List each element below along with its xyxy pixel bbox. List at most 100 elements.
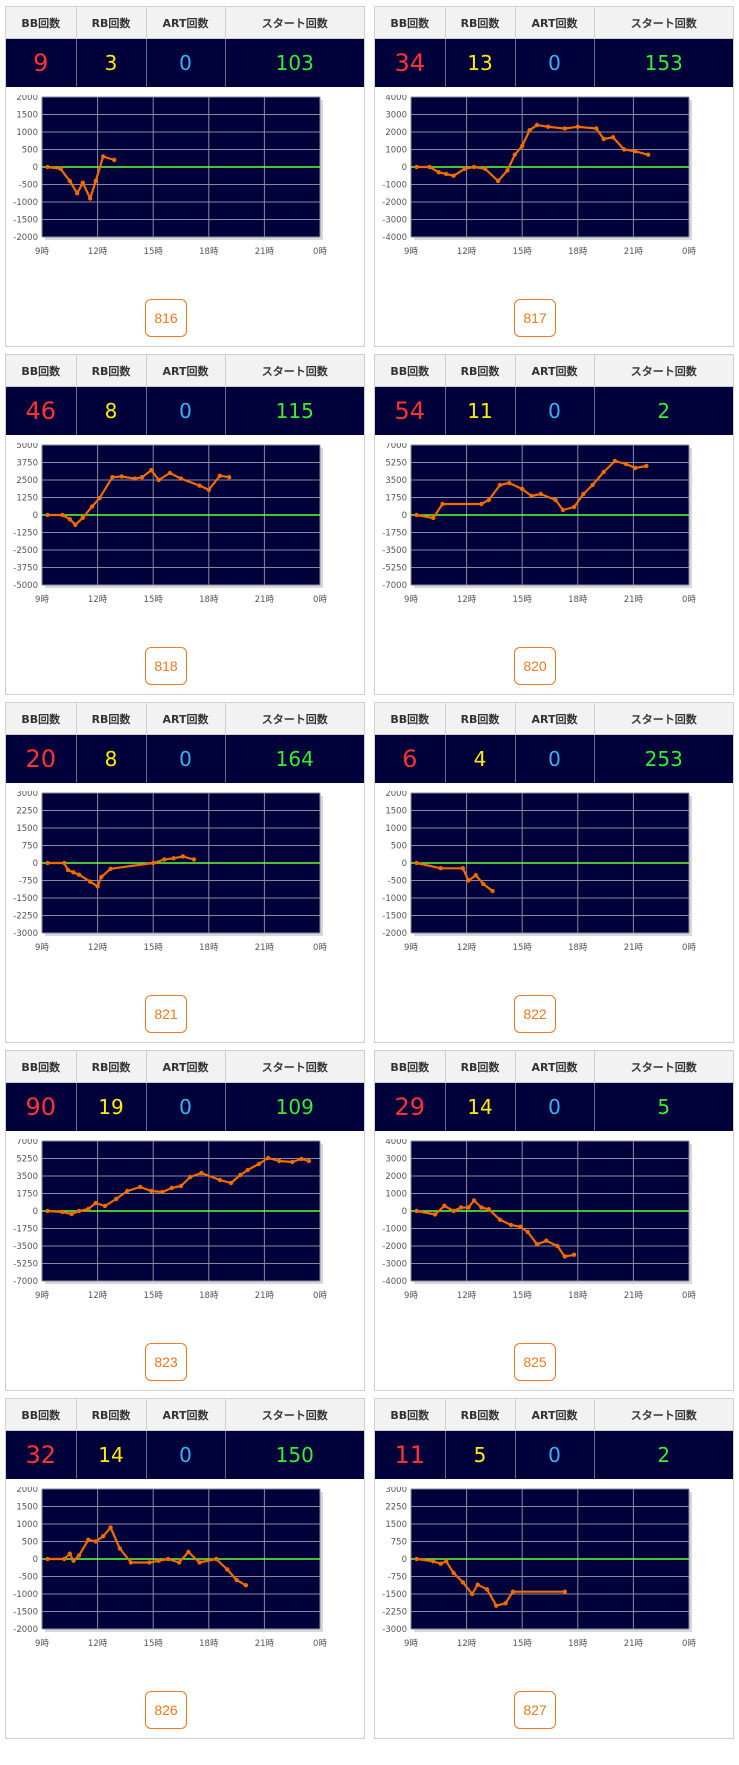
data-point [217,1177,223,1183]
x-tick-label: 21時 [624,1291,644,1301]
y-tick-label: -3500 [382,546,407,556]
data-point [160,1189,165,1195]
x-tick-label: 18時 [199,247,219,257]
rb-count: 4 [445,734,516,783]
data-point [562,126,568,131]
start-count: 153 [594,38,733,87]
header-art: ART回数 [515,1051,595,1083]
header-bb: BB回数 [375,1051,446,1083]
data-point [138,1184,143,1190]
stats-table: BB回数 RB回数 ART回数 スタート回数 46 8 0 115 [6,355,364,435]
y-tick-label: -2250 [382,1608,407,1618]
header-rb: RB回数 [445,7,516,39]
y-tick-label: 7000 [385,443,407,451]
data-point [560,507,566,513]
data-point [475,1582,480,1587]
data-point [113,1196,119,1202]
art-count: 0 [515,38,595,87]
y-tick-label: 0 [33,163,38,173]
x-tick-label: 18時 [568,247,588,257]
data-point [149,1188,154,1194]
x-tick-label: 18時 [568,943,588,953]
data-point [100,154,106,159]
y-tick-label: 1000 [385,146,407,156]
machine-number-button[interactable]: 817 [514,299,556,337]
y-tick-label: 0 [33,859,38,869]
header-start: スタート回数 [594,355,733,387]
data-point [156,477,161,483]
data-point [132,476,137,481]
y-tick-label: 1000 [16,128,38,138]
y-tick-label: -7000 [382,581,407,591]
x-tick-label: 12時 [88,1291,108,1301]
machine-number-button[interactable]: 818 [145,647,187,685]
machine-number-button[interactable]: 821 [145,995,187,1033]
data-point [451,1570,456,1576]
y-tick-label: -5250 [13,1260,38,1270]
data-point [108,866,113,872]
y-tick-label: 1500 [16,1503,38,1513]
machine-card-822: BB回数 RB回数 ART回数 スタート回数 6 4 0 253 2000 1500 1000 500… [374,702,734,1043]
header-start: スタート回数 [225,1051,364,1083]
rb-count: 8 [76,734,147,783]
data-point [444,1559,449,1564]
y-tick-label: -1750 [382,529,407,539]
machine-number-button[interactable]: 822 [514,995,556,1033]
x-tick-label: 21時 [624,247,644,257]
data-point [612,458,618,464]
y-tick-label: -2250 [13,912,38,922]
data-point [438,866,443,871]
slump-chart: 3000 2250 1500 750 0 -750 -1500 -2250 -3000 9時 12時… [382,1487,696,1649]
bb-count: 11 [375,1430,446,1479]
data-point [306,1158,312,1164]
data-point [414,1208,419,1214]
slump-chart: 7000 5250 3500 1750 0 -1750 -3500 -5250 -7000 9時 1… [382,443,696,605]
data-point [169,1185,174,1191]
x-tick-label: 15時 [513,943,533,953]
x-tick-label: 15時 [513,247,533,257]
data-point [100,1534,106,1539]
header-bb: BB回数 [6,703,77,735]
data-point [553,497,558,503]
machine-number-button[interactable]: 816 [145,299,187,337]
machine-number-button[interactable]: 820 [514,647,556,685]
header-start: スタート回数 [594,1399,733,1431]
data-point [458,1205,464,1210]
y-tick-label: -3000 [382,216,407,226]
data-point [234,1577,239,1583]
y-tick-label: 0 [33,511,38,521]
x-tick-label: 21時 [255,1291,275,1301]
y-tick-label: -1750 [13,1225,38,1235]
y-tick-label: 3000 [385,1487,407,1495]
y-tick-label: -3000 [382,1625,407,1635]
stats-table: BB回数 RB回数 ART回数 スタート回数 54 11 0 2 [375,355,733,435]
data-point [451,1208,456,1214]
data-point [497,1217,503,1222]
y-tick-label: 2000 [16,1487,38,1495]
machine-number-button[interactable]: 827 [514,1691,556,1729]
stats-table: BB回数 RB回数 ART回数 スタート回数 34 13 0 153 [375,7,733,87]
header-rb: RB回数 [76,703,147,735]
machine-number-button[interactable]: 823 [145,1343,187,1381]
art-count: 0 [515,386,595,435]
y-tick-label: -1000 [382,1225,407,1235]
machine-number-button[interactable]: 826 [145,1691,187,1729]
data-point [151,860,156,866]
data-point [594,126,599,131]
data-point [243,1583,249,1588]
data-point [451,173,456,178]
data-point [466,878,471,883]
data-point [97,496,102,501]
header-art: ART回数 [515,703,595,735]
x-tick-label: 9時 [404,943,418,953]
y-tick-label: -2000 [382,198,407,208]
machine-number-button[interactable]: 825 [514,1343,556,1381]
data-point [75,191,80,196]
x-tick-label: 9時 [35,943,49,953]
header-bb: BB回数 [375,355,446,387]
data-point [76,1208,82,1214]
y-tick-label: -3750 [13,564,38,574]
x-tick-label: 15時 [513,1639,533,1649]
y-tick-label: 750 [391,1538,407,1548]
data-point [117,1546,123,1551]
